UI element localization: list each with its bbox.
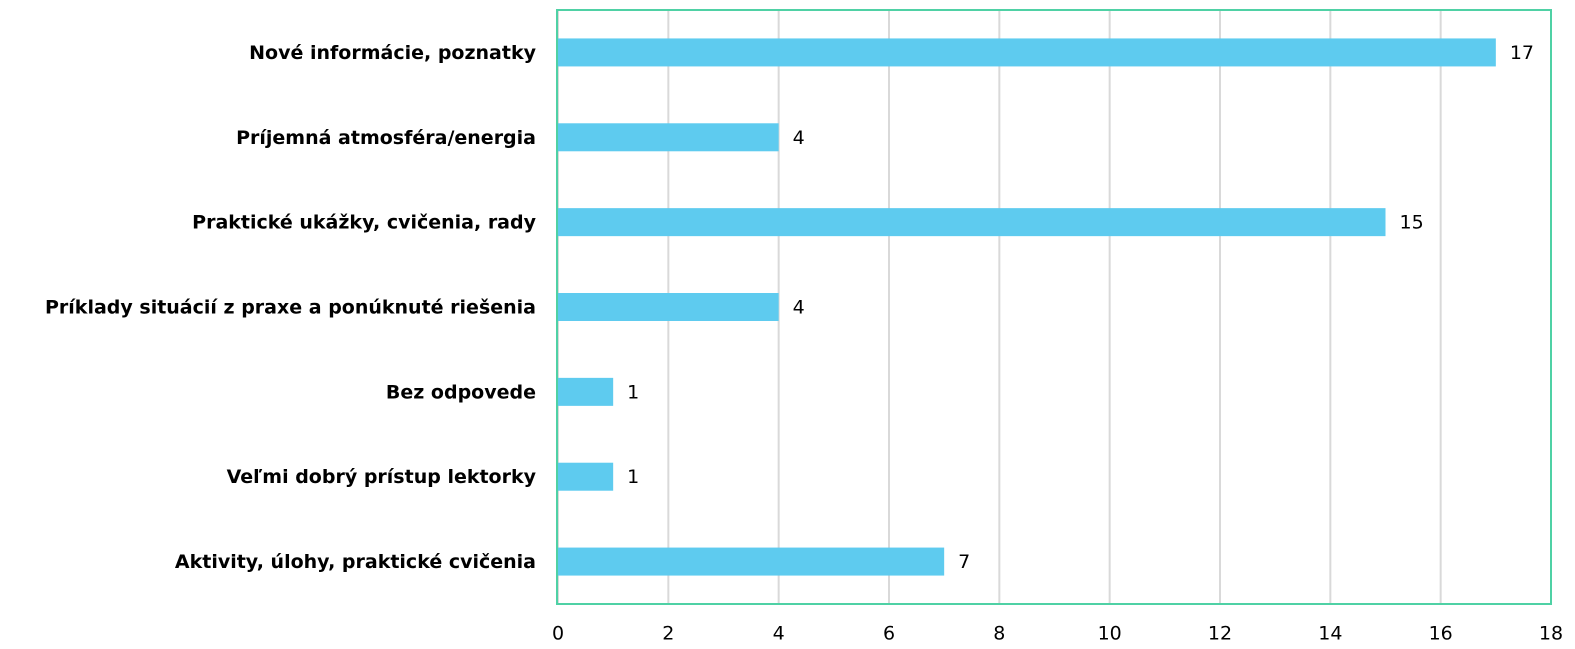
bar bbox=[558, 547, 945, 576]
category-label: Nové informácie, poznatky bbox=[249, 42, 536, 64]
bar bbox=[558, 38, 1496, 67]
x-tick-label: 16 bbox=[1429, 623, 1453, 645]
category-label: Príjemná atmosféra/energia bbox=[236, 127, 536, 149]
value-label: 1 bbox=[627, 381, 639, 403]
value-label: 4 bbox=[793, 127, 805, 149]
category-label: Praktické ukážky, cvičenia, rady bbox=[192, 212, 536, 234]
x-tick-label: 10 bbox=[1098, 623, 1122, 645]
category-label: Veľmi dobrý prístup lektorky bbox=[227, 466, 537, 488]
bar bbox=[558, 123, 779, 152]
bar bbox=[558, 462, 614, 491]
bar bbox=[558, 208, 1386, 237]
value-label: 15 bbox=[1400, 212, 1424, 234]
x-tick-label: 0 bbox=[552, 623, 564, 645]
bar bbox=[558, 293, 779, 321]
x-tick-label: 14 bbox=[1318, 623, 1342, 645]
bar bbox=[558, 377, 614, 406]
x-tick-label: 4 bbox=[773, 623, 785, 645]
category-label: Príklady situácií z praxe a ponúknuté ri… bbox=[45, 297, 536, 319]
x-tick-label: 2 bbox=[662, 623, 674, 645]
plot-border bbox=[556, 9, 1552, 605]
value-label: 17 bbox=[1510, 42, 1534, 64]
category-label: Bez odpovede bbox=[386, 381, 536, 403]
category-label: Aktivity, úlohy, praktické cvičenia bbox=[175, 551, 536, 573]
value-label: 7 bbox=[958, 551, 970, 573]
x-tick-label: 8 bbox=[993, 623, 1005, 645]
value-label: 4 bbox=[793, 297, 805, 319]
value-label: 1 bbox=[627, 466, 639, 488]
x-tick-label: 12 bbox=[1208, 623, 1232, 645]
x-tick-label: 6 bbox=[883, 623, 895, 645]
x-tick-label: 18 bbox=[1539, 623, 1563, 645]
